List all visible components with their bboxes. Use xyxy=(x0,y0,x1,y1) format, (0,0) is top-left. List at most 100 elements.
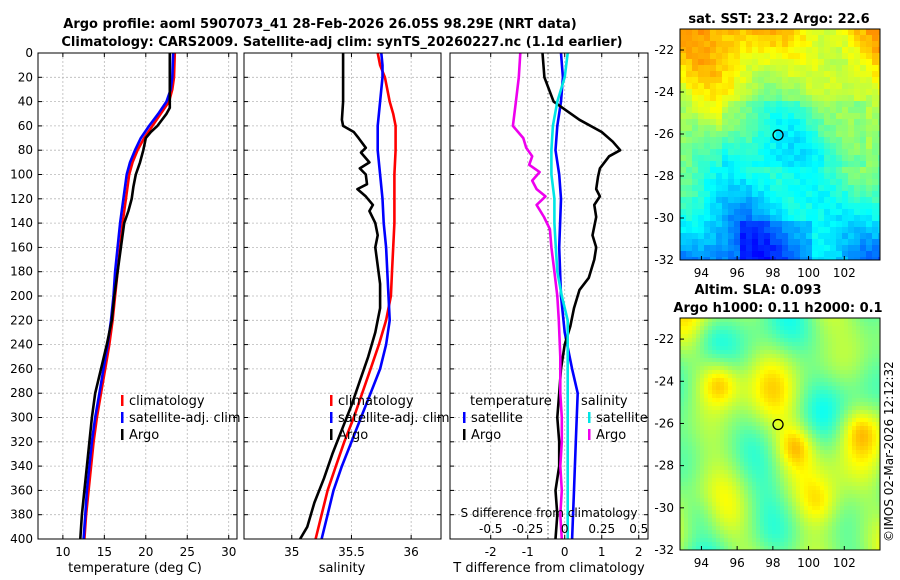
map-cell xyxy=(698,35,705,42)
map-cell xyxy=(836,490,841,495)
map-cell xyxy=(852,478,857,483)
map-cell xyxy=(728,354,733,359)
map-cell xyxy=(704,366,709,371)
map-cell xyxy=(816,474,821,479)
map-cell xyxy=(792,526,797,531)
map-cell xyxy=(872,338,877,343)
map-cell xyxy=(776,350,781,355)
map-cell xyxy=(842,179,849,186)
map-cell xyxy=(688,414,693,419)
depth-tick-label: 380 xyxy=(10,508,33,522)
map-cell xyxy=(728,251,735,258)
map-cell xyxy=(788,522,793,527)
map-cell xyxy=(816,542,821,547)
map-cell xyxy=(828,446,833,451)
map-cell xyxy=(800,366,805,371)
map-cell xyxy=(752,406,757,411)
map-cell xyxy=(696,466,701,471)
map-cell xyxy=(704,65,711,72)
map-cell xyxy=(736,438,741,443)
map-cell xyxy=(842,203,849,210)
map-cell xyxy=(840,338,845,343)
map-cell xyxy=(812,510,817,515)
map-cell xyxy=(760,534,765,539)
map-cell xyxy=(852,394,857,399)
map-cell xyxy=(836,77,843,84)
map-cell xyxy=(696,418,701,423)
map-cell xyxy=(788,362,793,367)
map-cell xyxy=(776,209,783,216)
map-cell xyxy=(736,338,741,343)
map-cell xyxy=(876,546,880,550)
map-cell xyxy=(764,191,771,198)
map-cell xyxy=(752,402,757,407)
map-cell xyxy=(716,330,721,335)
map-cell xyxy=(800,245,807,252)
map-cell xyxy=(812,346,817,351)
map-cell xyxy=(854,35,861,42)
map-cell xyxy=(728,143,735,150)
map-cell xyxy=(768,374,773,379)
map-cell xyxy=(736,354,741,359)
map-cell xyxy=(872,149,879,156)
map-cell xyxy=(808,522,813,527)
map-cell xyxy=(844,446,849,451)
map-cell xyxy=(692,179,699,186)
map-cell xyxy=(746,191,753,198)
map-cell xyxy=(772,342,777,347)
map-cell xyxy=(764,350,769,355)
map-cell xyxy=(686,161,693,168)
map-cell xyxy=(720,362,725,367)
map-cell xyxy=(848,143,855,150)
map-cell xyxy=(844,514,849,519)
map-cell xyxy=(704,454,709,459)
map-cell xyxy=(744,426,749,431)
map-cell xyxy=(840,402,845,407)
map-cell xyxy=(704,542,709,547)
map-cell xyxy=(816,382,821,387)
map-cell xyxy=(688,346,693,351)
map-cell xyxy=(824,366,829,371)
map-cell xyxy=(792,450,797,455)
map-cell xyxy=(854,59,861,66)
map-cell xyxy=(872,155,879,162)
map-cell xyxy=(854,107,861,114)
map-cell xyxy=(692,390,697,395)
map-cell xyxy=(868,538,873,543)
map-cell xyxy=(816,438,821,443)
map-cell xyxy=(776,83,783,90)
map-cell xyxy=(836,402,841,407)
map-cell xyxy=(712,466,717,471)
map-cell xyxy=(848,167,855,174)
map-cell xyxy=(788,65,795,72)
map-cell xyxy=(772,370,777,375)
map-cell xyxy=(772,354,777,359)
map-cell xyxy=(788,478,793,483)
map-cell xyxy=(760,410,765,415)
map-cell xyxy=(752,53,759,60)
map-cell xyxy=(736,322,741,327)
map-cell xyxy=(752,526,757,531)
map-cell xyxy=(716,494,721,499)
map-cell xyxy=(728,89,735,96)
map-cell xyxy=(796,422,801,427)
map-cell xyxy=(748,374,753,379)
map-cell xyxy=(784,350,789,355)
map-cell xyxy=(848,530,853,535)
map-cell xyxy=(780,434,785,439)
map-cell xyxy=(784,330,789,335)
map-cell xyxy=(780,358,785,363)
map-cell xyxy=(792,322,797,327)
map-cell xyxy=(828,422,833,427)
map-cell xyxy=(710,203,717,210)
map-cell xyxy=(708,382,713,387)
map-cell xyxy=(704,161,711,168)
map-cell xyxy=(716,522,721,527)
series-line-satellite-adj-clim xyxy=(82,53,175,539)
map-cell xyxy=(876,406,880,411)
map-cell xyxy=(840,322,845,327)
map-cell xyxy=(768,438,773,443)
map-cell xyxy=(752,510,757,515)
map-cell xyxy=(688,470,693,475)
map-cell xyxy=(776,374,781,379)
